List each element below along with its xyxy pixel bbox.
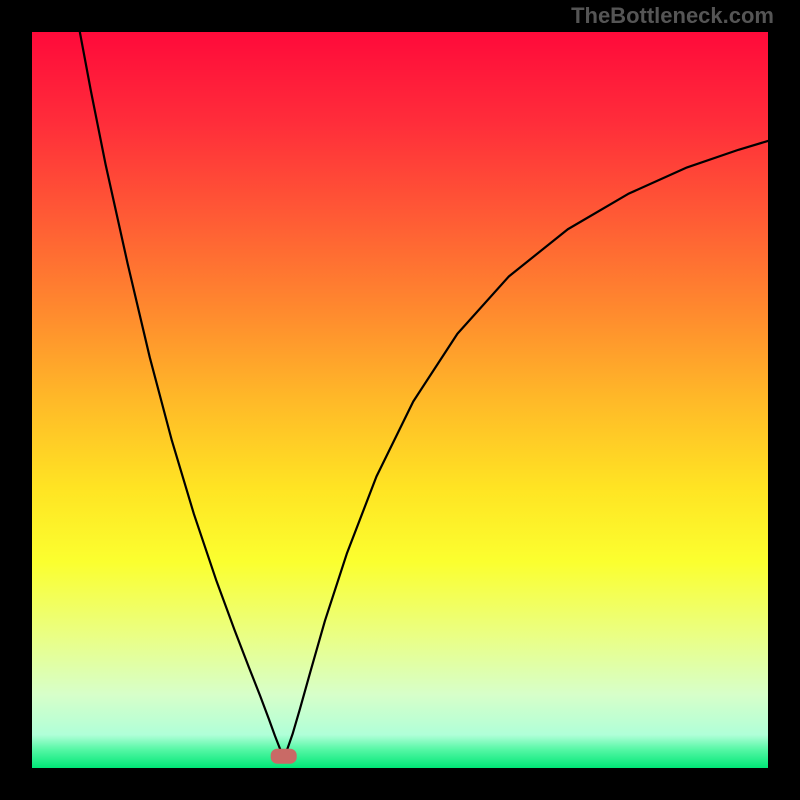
optimum-marker bbox=[271, 749, 296, 763]
chart-svg bbox=[0, 0, 800, 800]
chart-frame: TheBottleneck.com bbox=[0, 0, 800, 800]
plot-background bbox=[32, 32, 768, 768]
watermark-text: TheBottleneck.com bbox=[571, 3, 774, 29]
